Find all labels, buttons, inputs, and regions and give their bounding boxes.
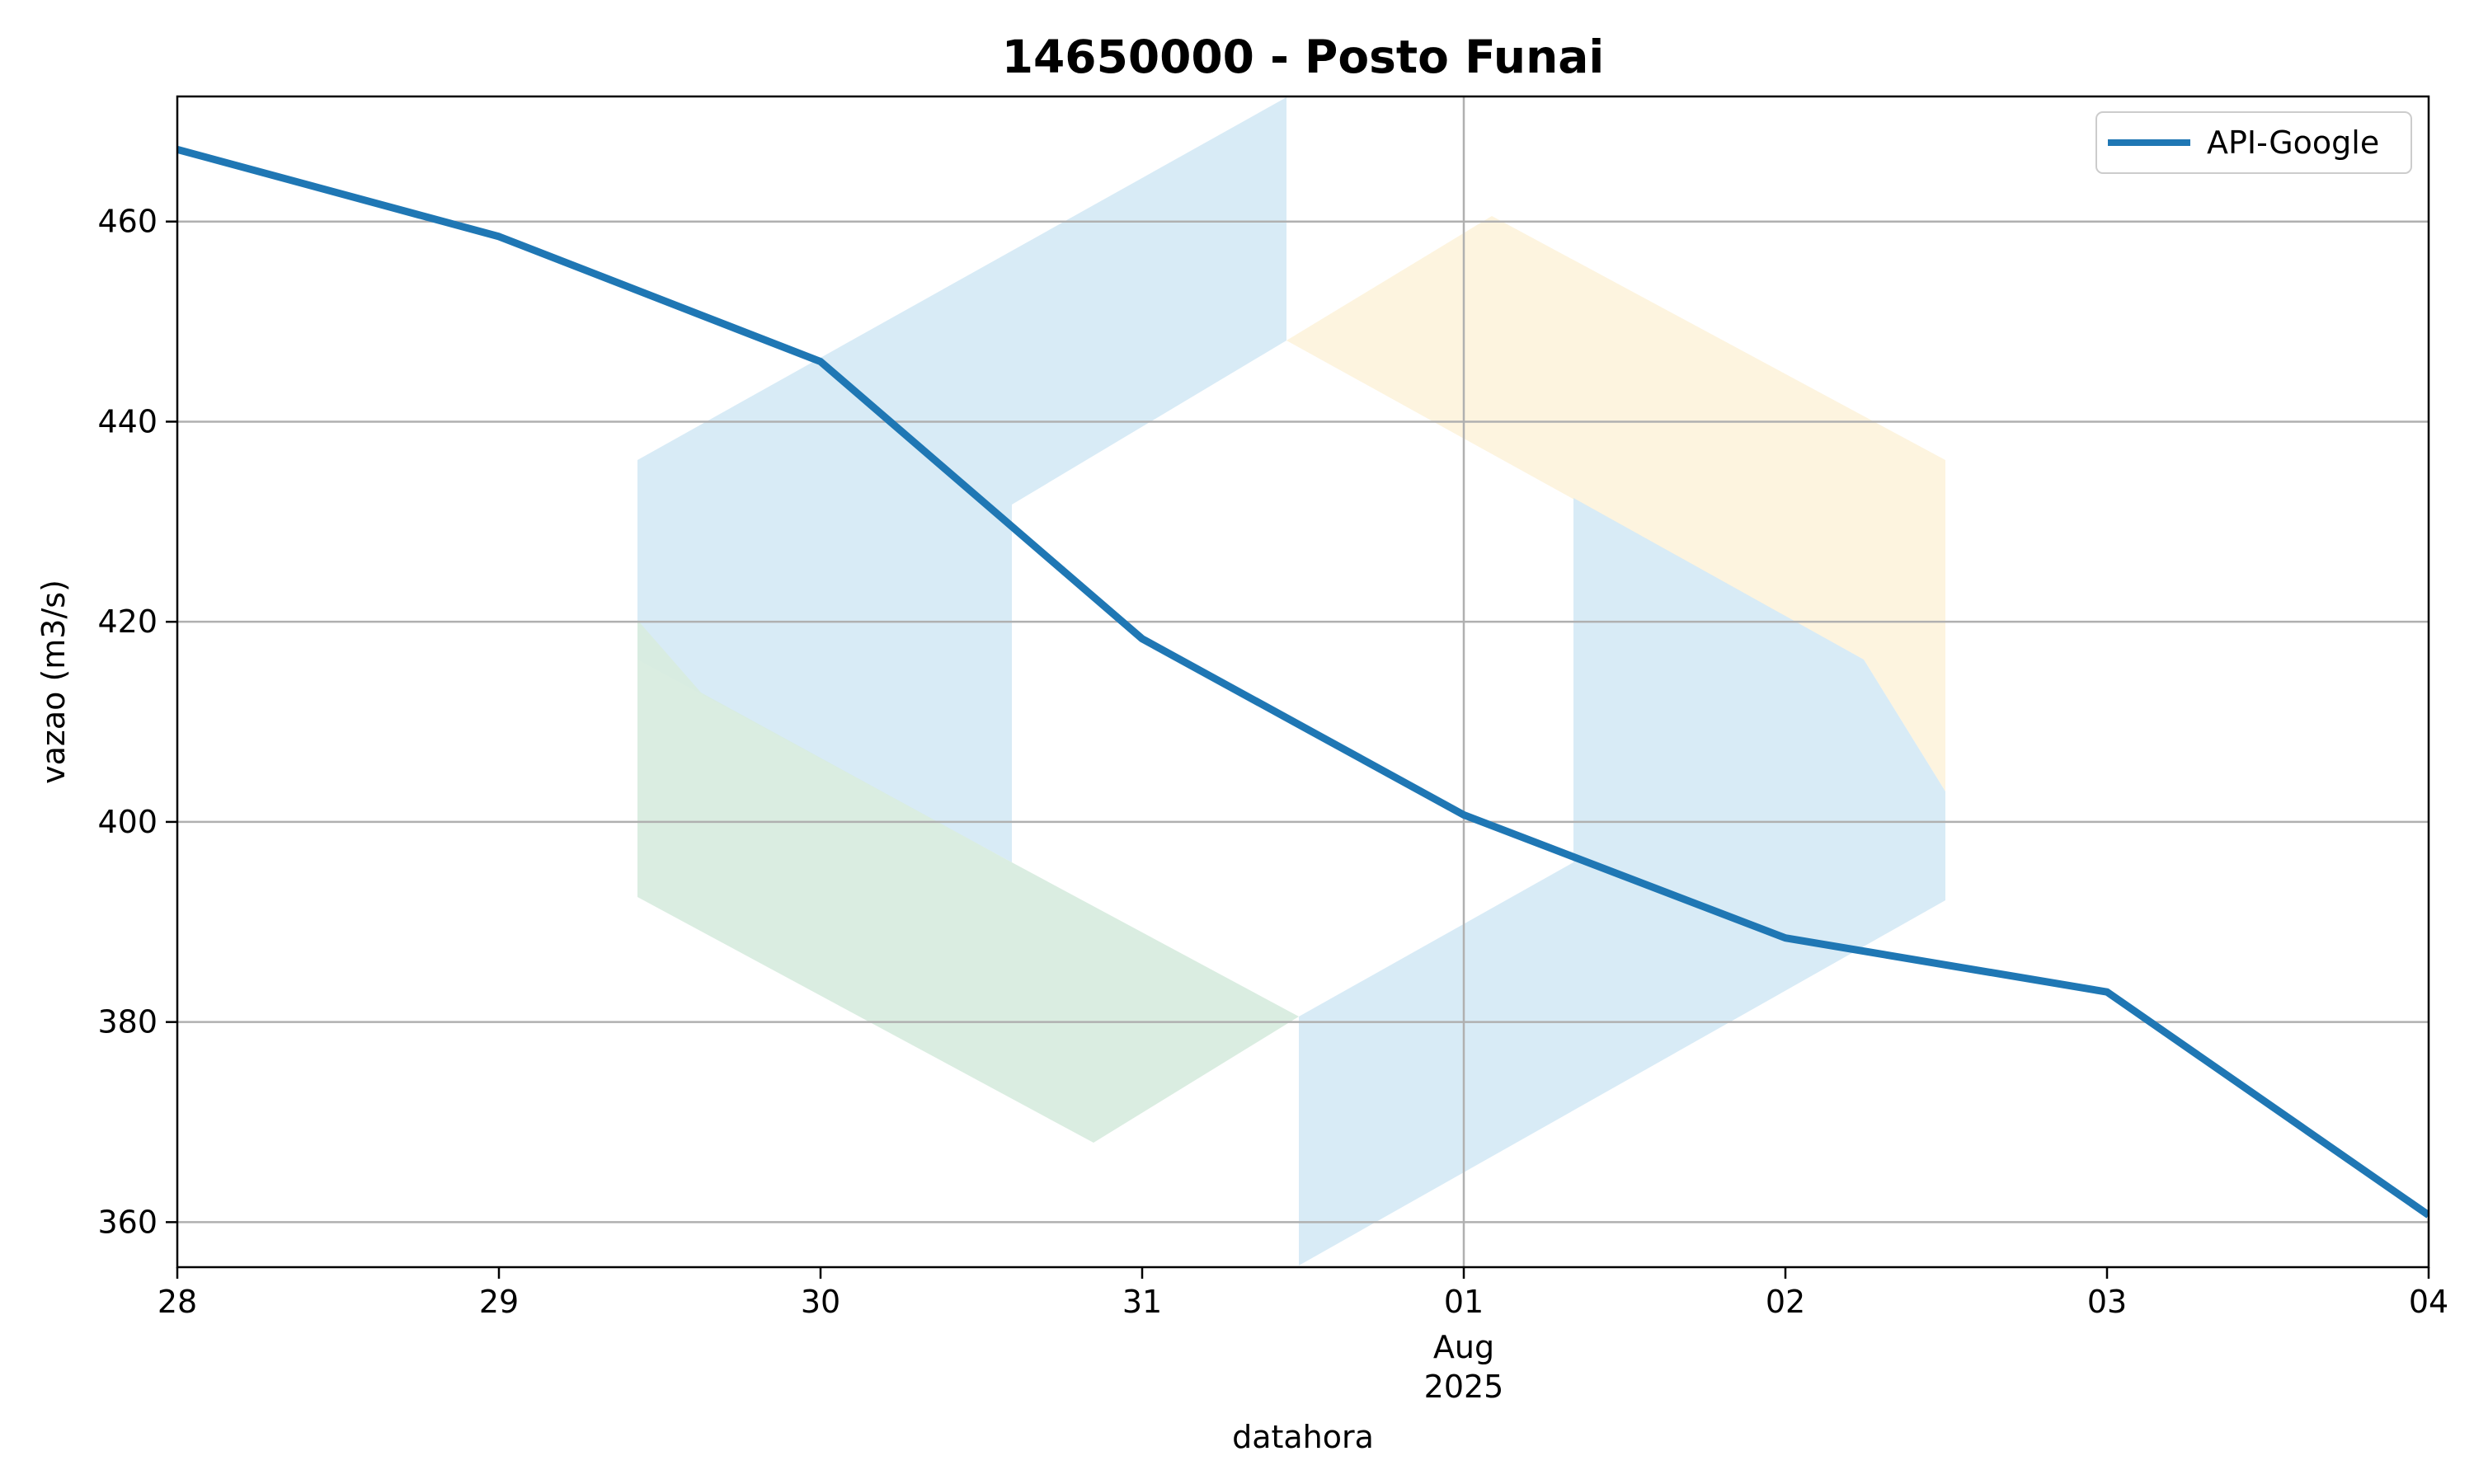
y-axis-label: vazao (m3/s) (35, 580, 72, 784)
x-tick-label: 02 (1766, 1284, 1805, 1320)
y-tick-label: 460 (97, 204, 158, 240)
logo-watermark-right-band (1299, 498, 1945, 1266)
logo-watermark-top-right-band (1286, 216, 1945, 791)
axes-frame (176, 95, 2430, 1269)
logo-watermark-bottom-left-band (637, 620, 1299, 1143)
y-tick-label: 440 (97, 403, 158, 439)
y-tick-label: 420 (97, 603, 158, 640)
x-tick-label: 01 (1444, 1284, 1484, 1320)
x-axis-month-label: Aug (1433, 1329, 1494, 1365)
x-tick-label: 31 (1122, 1284, 1162, 1320)
x-tick-label: 29 (479, 1284, 519, 1320)
x-tick-label: 30 (801, 1284, 840, 1320)
chart-title: 14650000 - Posto Funai (1002, 31, 1604, 83)
x-axis-label: datahora (1232, 1419, 1374, 1455)
y-axis: 360 380 400 420 440 460 (97, 204, 177, 1240)
y-tick-label: 380 (97, 1004, 158, 1040)
y-tick-label: 360 (97, 1204, 158, 1240)
x-tick-label: 28 (158, 1284, 197, 1320)
x-tick-label: 04 (2409, 1284, 2448, 1320)
x-axis: 28 29 30 31 01 02 03 04 (158, 1267, 2448, 1320)
series-layer (177, 145, 2429, 1219)
legend-label: API-Google (2207, 124, 2379, 161)
legend-box (2095, 111, 2412, 174)
legend: API-Google (2095, 111, 2412, 174)
grid (177, 96, 2429, 1267)
y-tick-label: 400 (97, 804, 158, 840)
series-line (177, 145, 2429, 1219)
x-axis-year-label: 2025 (1424, 1369, 1504, 1405)
x-tick-label: 03 (2087, 1284, 2127, 1320)
